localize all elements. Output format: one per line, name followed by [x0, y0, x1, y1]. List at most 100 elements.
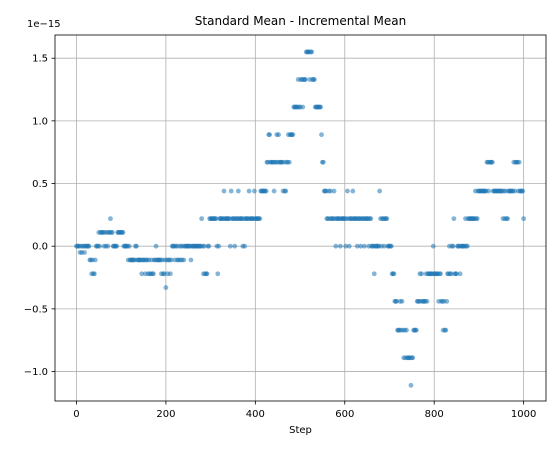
data-point: [228, 188, 234, 194]
data-point: [271, 188, 277, 194]
data-point: [451, 216, 457, 222]
data-point: [300, 104, 306, 110]
data-point: [354, 243, 360, 249]
data-point: [438, 271, 443, 277]
data-point: [126, 243, 132, 249]
y-axis-offset-text: 1e−15: [27, 19, 61, 30]
data-point: [328, 188, 333, 194]
data-point: [413, 327, 419, 333]
data-point: [424, 298, 430, 304]
data-point: [150, 271, 156, 277]
data-point: [443, 327, 449, 333]
x-axis-ticks: 0 200 400 600 800 1000: [73, 401, 536, 420]
data-point: [516, 159, 522, 165]
data-point: [82, 250, 87, 255]
data-point: [206, 243, 212, 249]
data-point: [381, 243, 387, 249]
data-point: [276, 132, 281, 138]
data-point: [371, 271, 377, 277]
data-point: [120, 230, 126, 235]
y-tick-label: 1.5: [32, 54, 48, 65]
data-point: [448, 271, 454, 277]
data-point: [331, 188, 337, 194]
data-point: [337, 243, 343, 249]
x-tick-label: 1000: [511, 409, 536, 420]
data-point: [394, 298, 400, 304]
data-point: [450, 243, 456, 249]
data-point: [408, 382, 414, 388]
y-tick-label: −0.5: [24, 304, 48, 315]
data-point: [486, 188, 492, 194]
data-point: [358, 243, 364, 249]
data-point: [114, 243, 120, 249]
y-tick-label: 0.0: [32, 242, 48, 253]
data-point: [388, 243, 394, 249]
data-point: [267, 132, 273, 138]
data-point: [521, 216, 527, 222]
data-point: [350, 188, 356, 194]
y-axis-ticks: −1.0 −0.5 0.0 0.5 1.0 1.5: [24, 54, 55, 378]
x-tick-label: 600: [335, 409, 354, 420]
chart-title: Standard Mean - Incremental Mean: [195, 14, 406, 28]
data-point: [399, 298, 405, 304]
data-point: [139, 271, 145, 277]
data-point: [181, 257, 187, 263]
data-point: [391, 271, 397, 277]
data-point: [199, 216, 205, 222]
data-point: [345, 188, 350, 194]
data-point: [290, 132, 296, 138]
data-point: [204, 271, 210, 277]
data-point: [92, 257, 98, 263]
data-point: [109, 230, 115, 235]
data-point: [91, 271, 97, 277]
data-point: [419, 271, 425, 277]
data-point: [362, 243, 367, 249]
data-point: [168, 257, 174, 263]
data-point: [457, 271, 463, 277]
y-tick-label: 1.0: [32, 116, 48, 127]
data-point: [235, 188, 241, 194]
data-point: [454, 271, 459, 277]
data-point: [430, 243, 436, 249]
data-point: [319, 132, 324, 138]
data-point: [512, 188, 518, 194]
data-point: [404, 327, 409, 333]
data-point: [201, 243, 207, 249]
data-point: [311, 77, 317, 82]
data-point: [444, 298, 450, 304]
x-axis-label: Step: [289, 425, 312, 436]
y-tick-label: 0.5: [32, 179, 48, 190]
data-point: [464, 243, 470, 249]
data-point: [216, 243, 222, 249]
data-point: [474, 216, 480, 222]
data-point: [489, 159, 495, 165]
data-point: [153, 243, 159, 249]
data-point: [232, 243, 238, 249]
data-point: [263, 188, 269, 194]
data-point: [377, 188, 383, 194]
data-point: [320, 159, 326, 165]
x-tick-label: 0: [73, 409, 79, 420]
x-tick-label: 400: [246, 409, 265, 420]
data-point: [343, 243, 349, 249]
data-point: [161, 271, 167, 277]
data-point: [167, 271, 173, 277]
data-point: [520, 188, 526, 194]
x-tick-label: 200: [156, 409, 175, 420]
data-point: [108, 216, 113, 222]
y-tick-label: −1.0: [24, 367, 48, 378]
data-point: [227, 243, 233, 249]
data-point: [246, 188, 252, 194]
data-point: [221, 188, 227, 194]
data-point: [303, 77, 308, 82]
data-point: [252, 188, 257, 194]
data-point: [286, 159, 292, 165]
data-point: [215, 271, 221, 277]
data-point: [384, 216, 390, 222]
data-point: [318, 104, 324, 110]
data-point: [163, 285, 169, 290]
plot-frame: [54, 34, 547, 402]
data-point: [213, 216, 219, 222]
